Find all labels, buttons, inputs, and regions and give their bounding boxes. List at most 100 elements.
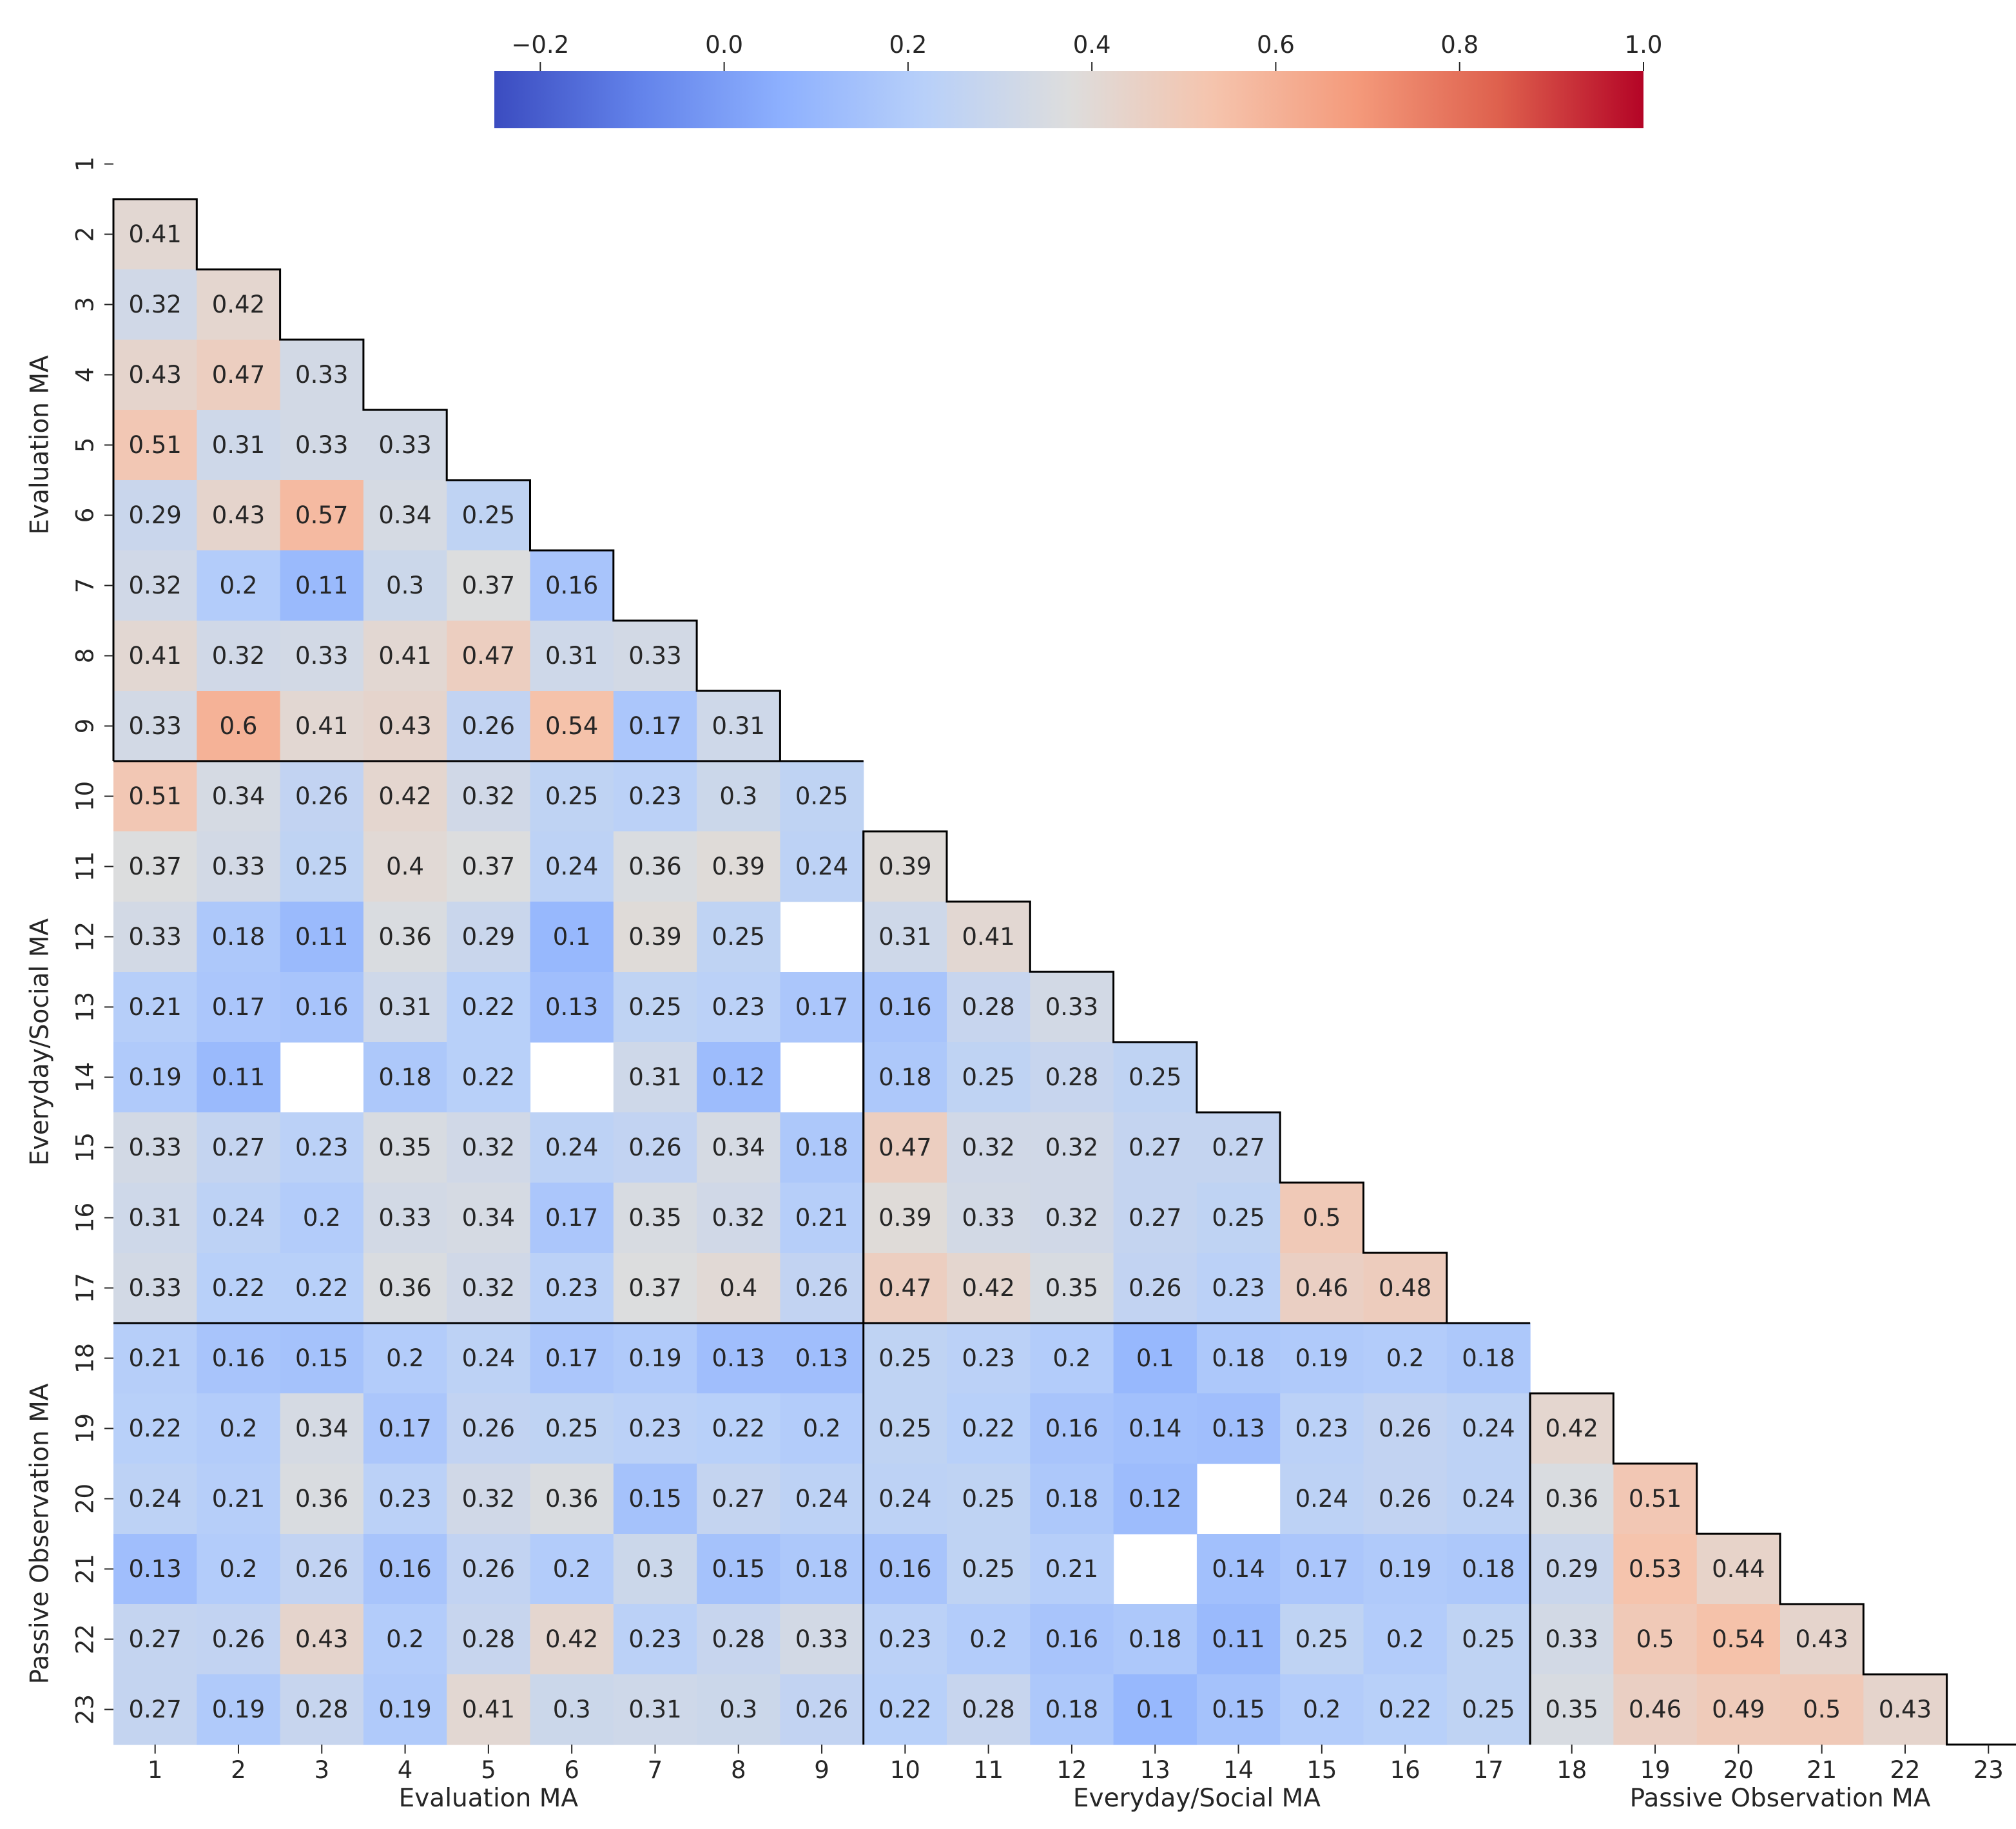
cell-value-label: 0.53: [1629, 1555, 1682, 1583]
cell-value-label: 0.26: [1379, 1415, 1431, 1442]
cell-value-label: 0.15: [712, 1555, 765, 1583]
cell-value-label: 0.31: [628, 1063, 681, 1091]
cell-value-label: 0.25: [1129, 1063, 1181, 1091]
heatmap-cell: [1446, 1393, 1531, 1464]
heatmap-cell: [1363, 1604, 1448, 1675]
heatmap-cell: [1446, 1604, 1531, 1675]
cell-value-label: 0.23: [962, 1344, 1014, 1372]
cell-value-label: 0.22: [462, 993, 515, 1021]
cell-value-label: 0.29: [1546, 1555, 1598, 1583]
cell-value-label: 0.27: [1129, 1134, 1181, 1161]
heatmap-cell: [697, 1464, 780, 1534]
heatmap-cell: [363, 691, 447, 762]
cell-value-label: 0.46: [1629, 1696, 1682, 1723]
heatmap-cell: [780, 761, 864, 832]
cell-value-label: 0.27: [1212, 1134, 1265, 1161]
heatmap-cell: [280, 972, 364, 1043]
x-tick-label: 6: [564, 1756, 579, 1784]
heatmap-cell: [113, 972, 197, 1043]
y-tick-label: 20: [72, 1484, 99, 1514]
x-tick-label: 17: [1473, 1756, 1504, 1784]
cell-value-label: 0.43: [212, 501, 265, 529]
cell-value-label: 0.16: [545, 572, 598, 599]
cell-value-label: 0.41: [128, 220, 181, 248]
heatmap-cell: [697, 1674, 780, 1745]
cell-value-label: 0.13: [795, 1344, 848, 1372]
heatmap-cell: [197, 831, 281, 902]
cell-value-label: 0.51: [1629, 1485, 1682, 1513]
cell-value-label: 0.18: [212, 923, 265, 951]
colorbar-gradient: [494, 71, 1643, 128]
cell-value-label: 0.27: [212, 1134, 265, 1161]
cell-value-label: 0.32: [462, 782, 515, 810]
cell-value-label: 0.27: [712, 1485, 765, 1513]
heatmap-cell: [697, 1323, 780, 1394]
heatmap-cell: [113, 1393, 197, 1464]
cell-value-label: 0.39: [628, 923, 681, 951]
heatmap-cell: [1196, 1112, 1281, 1183]
heatmap-cell: [863, 1183, 947, 1253]
cell-value-label: 0.32: [462, 1274, 515, 1302]
x-tick-label: 8: [731, 1756, 746, 1784]
heatmap-cell: [1030, 1393, 1114, 1464]
cell-value-label: 0.54: [1712, 1625, 1765, 1653]
heatmap-cell: [780, 1112, 864, 1183]
cell-value-label: 0.18: [795, 1555, 848, 1583]
heatmap-cell: [447, 1323, 531, 1394]
cell-value-label: 0.47: [878, 1134, 931, 1161]
x-axis: 1 2 3 4 5 6 7 8 9 10 11 12 13 14 15 16 17 18 19 20 21 22 23Eva…: [148, 1745, 2004, 1813]
heatmap-cell: [780, 1253, 864, 1324]
cell-value-label: 0.36: [1546, 1485, 1598, 1513]
y-tick-label: 3: [72, 297, 99, 313]
cell-value-label: 0.26: [295, 782, 348, 810]
colorbar-tick-label: 1.0: [1625, 31, 1663, 59]
cell-value-label: 0.17: [545, 1204, 598, 1232]
cell-value-label: 0.32: [712, 1204, 765, 1232]
heatmap-cell: [1030, 972, 1114, 1043]
x-tick-label: 12: [1056, 1756, 1087, 1784]
heatmap-cell: [780, 1393, 864, 1464]
cell-value-label: 0.25: [795, 782, 848, 810]
y-tick-label: 2: [72, 227, 99, 242]
cell-value-label: 0.25: [1212, 1204, 1265, 1232]
heatmap-cell: [697, 1604, 780, 1675]
heatmap-cell: [1280, 1534, 1364, 1605]
cell-value-label: 0.3: [636, 1555, 674, 1583]
heatmap-cell: [447, 1253, 531, 1324]
heatmap-cell: [113, 831, 197, 902]
heatmap-cell: [1196, 1393, 1281, 1464]
cell-value-label: 0.33: [795, 1625, 848, 1653]
cell-value-label: 0.32: [128, 572, 181, 599]
heatmap-cell: [1363, 1323, 1448, 1394]
cell-value-label: 0.43: [378, 712, 431, 740]
heatmap-cell: [1530, 1393, 1614, 1464]
cell-value-label: 0.11: [295, 923, 348, 951]
y-tick-label: 19: [72, 1413, 99, 1444]
cell-value-label: 0.3: [386, 572, 424, 599]
heatmap-cell: [113, 199, 197, 270]
cell-value-label: 0.34: [378, 501, 431, 529]
x-tick-label: 1: [148, 1756, 163, 1784]
cell-value-label: 0.49: [1712, 1696, 1765, 1723]
cell-value-label: 0.18: [1045, 1696, 1098, 1723]
cell-value-label: 0.25: [1462, 1696, 1515, 1723]
cell-value-label: 0.23: [1295, 1415, 1348, 1442]
cell-value-label: 0.2: [303, 1204, 341, 1232]
heatmap-cell: [197, 410, 281, 481]
cell-value-label: 0.17: [378, 1415, 431, 1442]
heatmap-cell: [447, 1534, 531, 1605]
heatmap-cell: [197, 550, 281, 621]
heatmap-cell: [447, 902, 531, 973]
heatmap-cell: [530, 1183, 614, 1253]
heatmap-cell: [1030, 1604, 1114, 1675]
cell-value-label: 0.28: [962, 1696, 1014, 1723]
cell-value-label: 0.24: [545, 1134, 598, 1161]
heatmap-cell: [1030, 1253, 1114, 1324]
heatmap-cell: [363, 831, 447, 902]
y-axis: 1234567891011121314151617181920212223Eva…: [26, 157, 113, 1725]
x-group-label: Passive Observation MA: [1630, 1784, 1931, 1813]
cell-value-label: 0.44: [1712, 1555, 1765, 1583]
heatmap-cell: [697, 1253, 780, 1324]
cell-value-label: 0.22: [128, 1415, 181, 1442]
heatmap-cell: [697, 1112, 780, 1183]
